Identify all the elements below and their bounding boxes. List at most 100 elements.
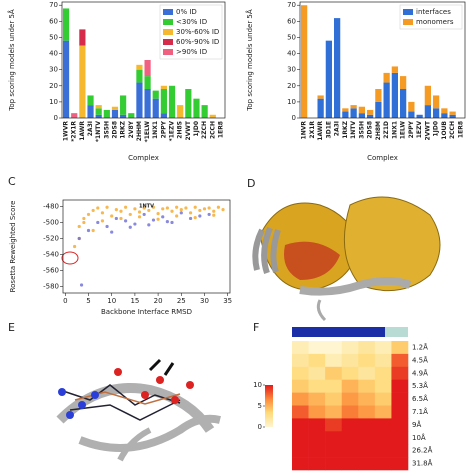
x-tick-label: 2H8M <box>375 121 382 140</box>
y-tick-label: -500 <box>43 218 59 226</box>
y-tick-label: 20 <box>49 82 58 90</box>
x-tick-label: *1ELW <box>144 121 151 143</box>
heat-cell <box>292 444 309 458</box>
point <box>86 212 91 217</box>
bar-segment <box>441 113 448 118</box>
heat-cell <box>341 353 359 368</box>
point <box>114 208 118 212</box>
bar-segment <box>408 111 415 118</box>
y-tick-label: 50 <box>287 33 296 41</box>
bar-segment <box>62 40 70 118</box>
heat-cell <box>325 379 343 393</box>
row-label: 4.9Å <box>412 368 428 377</box>
legend-label: <30% ID <box>176 18 207 26</box>
x-tick-label: 1ER8 <box>457 121 464 138</box>
y-tick-label: 30 <box>287 66 296 74</box>
heat-cell <box>341 457 359 471</box>
legend-label: interfaces <box>416 8 451 16</box>
heat-cell <box>374 444 392 458</box>
point <box>82 216 86 221</box>
panel-label: D <box>247 177 255 190</box>
x-tick-label: 2X1R <box>309 121 316 139</box>
x-tick-label: 1ELW <box>400 121 407 140</box>
x-tick-label: 20 <box>154 297 163 305</box>
heat-cell <box>358 444 376 458</box>
bar-segment <box>342 111 349 118</box>
heat-cell <box>358 418 376 432</box>
bar-segment <box>62 8 70 41</box>
plot-frame <box>61 1 226 119</box>
legend-swatch <box>403 19 413 25</box>
heat-cell <box>292 392 309 406</box>
point <box>133 222 137 226</box>
protein-e <box>56 358 221 462</box>
bar-segment <box>120 95 127 115</box>
bar-segment <box>317 95 324 99</box>
y-tick-label: 70 <box>287 1 296 9</box>
point <box>86 228 91 233</box>
point <box>151 218 156 222</box>
heat-cell <box>374 405 392 419</box>
y-tick-label: 30 <box>49 66 58 74</box>
point <box>179 211 183 215</box>
x-axis-label: Backbone Interface RMSD <box>101 308 192 316</box>
heat-cell <box>358 392 376 406</box>
heat-cell <box>308 444 326 458</box>
bar-segment <box>408 101 415 112</box>
point <box>175 205 179 209</box>
bar-segment <box>79 29 86 46</box>
bar-segment <box>399 76 407 89</box>
x-tick-label: 2CCH <box>449 121 456 139</box>
point <box>156 217 160 221</box>
x-tick-label: 15 <box>130 297 139 305</box>
heat-cell <box>358 431 376 445</box>
point <box>142 212 146 217</box>
heat-cell <box>308 418 326 432</box>
point <box>170 220 174 225</box>
bar-segment <box>95 108 102 115</box>
bar-segment <box>144 60 151 77</box>
bar-segment <box>424 105 432 118</box>
x-tick-label: 30 <box>200 297 209 305</box>
point <box>137 210 142 214</box>
bar-segment <box>424 85 432 106</box>
bar-segment <box>209 114 216 118</box>
point <box>170 209 174 213</box>
point <box>91 228 95 233</box>
x-tick-label: 10 <box>107 297 116 305</box>
heat-cell <box>292 379 309 393</box>
point <box>165 206 169 210</box>
point <box>96 220 100 225</box>
x-tick-label: 1NX1 <box>391 121 398 139</box>
point <box>79 283 84 287</box>
heat-cell <box>341 366 359 380</box>
x-tick-label: 1JD0 <box>433 121 440 137</box>
y-tick-label: 50 <box>49 33 58 41</box>
heat-cell <box>292 366 309 380</box>
legend-swatch <box>163 29 173 35</box>
point <box>207 206 211 210</box>
heat-cell <box>308 341 326 355</box>
bar-segment <box>383 82 390 118</box>
heat-cell <box>341 392 359 406</box>
legend-swatch <box>163 49 173 55</box>
bar-segment <box>366 109 374 115</box>
point <box>184 206 188 210</box>
heat-cell <box>374 392 392 406</box>
y-tick-label: -560 <box>43 267 59 275</box>
y-tick-label: 0 <box>292 114 296 122</box>
point <box>198 208 202 213</box>
row-label: 7.1Å <box>412 407 428 416</box>
x-tick-label: 3D1E <box>325 121 332 138</box>
bar-segment <box>300 5 308 119</box>
bar-segment <box>95 114 102 118</box>
heat-cell <box>308 457 326 471</box>
x-tick-label: 1WVR <box>63 121 70 141</box>
x-tick-label: 2CCH <box>209 121 216 139</box>
heat-cell <box>325 405 343 419</box>
heat-cell <box>325 353 343 368</box>
x-tick-label: 3S5H <box>358 121 365 139</box>
row-label: 9Å <box>412 420 421 429</box>
x-tick-label: 1OUB <box>441 121 448 140</box>
colorbar-label: 0 <box>258 423 262 431</box>
